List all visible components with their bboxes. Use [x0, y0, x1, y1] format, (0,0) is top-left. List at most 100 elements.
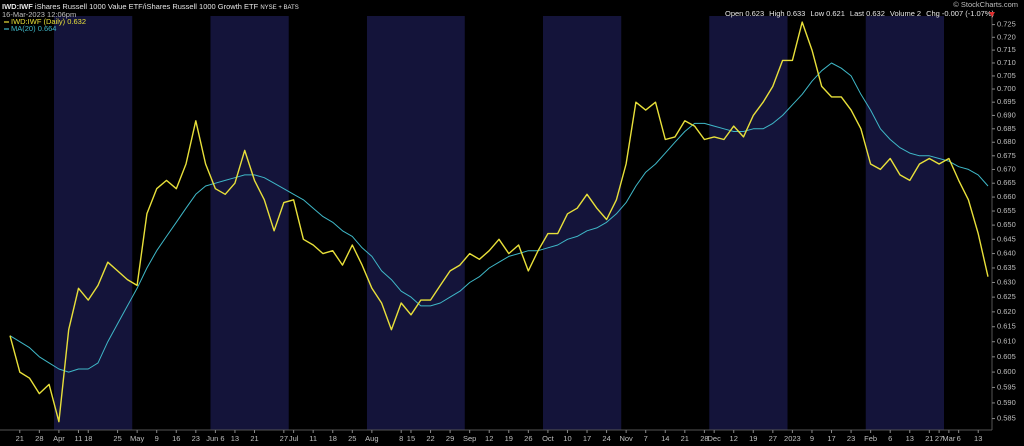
x-tick-label: 16 [172, 434, 180, 443]
quote-value: 2 [917, 9, 921, 18]
x-tick-label: 17 [583, 434, 591, 443]
y-tick-label: 0.705 [997, 71, 1016, 80]
x-tick-label: 7 [644, 434, 648, 443]
y-tick-label: 0.665 [997, 178, 1016, 187]
x-tick-label: 9 [155, 434, 159, 443]
x-tick-label: 13 [906, 434, 914, 443]
x-tick-label: 2023 [784, 434, 801, 443]
quote-value: 0.633 [787, 9, 806, 18]
quote-value: 0.621 [826, 9, 845, 18]
y-tick-label: 0.630 [997, 277, 1016, 286]
x-tick-label: 26 [524, 434, 532, 443]
x-tick-label: 8 [399, 434, 403, 443]
quote-label: Open [725, 9, 743, 18]
month-band [865, 16, 944, 430]
y-tick-label: 0.675 [997, 151, 1016, 160]
x-tick-label: 13 [974, 434, 982, 443]
x-tick-label: Nov [619, 434, 633, 443]
x-tick-label: 21 [681, 434, 689, 443]
x-tick-label: 28 [700, 434, 708, 443]
x-tick-label: 18 [329, 434, 337, 443]
y-tick-label: 0.720 [997, 32, 1016, 41]
chart-header: IWD:IWF iShares Russell 1000 Value ETF/i… [2, 2, 299, 11]
x-tick-label: May [130, 434, 144, 443]
legend-value: 0.664 [38, 24, 57, 33]
y-tick-label: 0.585 [997, 414, 1016, 423]
series-line [9, 21, 989, 423]
y-tick-label: 0.690 [997, 110, 1016, 119]
x-tick-label: 25 [113, 434, 121, 443]
quote-label: Low [810, 9, 824, 18]
chart-title: iShares Russell 1000 Value ETF/iShares R… [35, 2, 259, 11]
month-bands [54, 16, 944, 430]
legend-entry: IWD:IWF (Daily) 0.632 [11, 17, 86, 26]
quote-label: High [769, 9, 784, 18]
x-tick-label: 9 [810, 434, 814, 443]
x-tick-label: 24 [602, 434, 610, 443]
y-tick-label: 0.660 [997, 192, 1016, 201]
y-tick-label: 0.655 [997, 206, 1016, 215]
x-tick-label: 6 [888, 434, 892, 443]
y-tick-label: 0.725 [997, 20, 1016, 29]
x-tick-label: 25 [348, 434, 356, 443]
x-tick-label: Aug [365, 434, 378, 443]
series-line [9, 62, 989, 373]
copyright: © StockCharts.com [953, 0, 1018, 9]
legend-entry: MA(20) 0.664 [11, 24, 56, 33]
x-tick-label: 27 [935, 434, 943, 443]
x-tick-label: 27 [280, 434, 288, 443]
y-tick-label: 0.710 [997, 58, 1016, 67]
x-tick-label: Apr [53, 434, 65, 443]
x-tick-label: 11 [75, 434, 83, 443]
month-band [366, 16, 465, 430]
x-tick-label: 12 [485, 434, 493, 443]
y-tick-label: 0.595 [997, 382, 1016, 391]
x-tick-label: 19 [505, 434, 513, 443]
x-tick-label: 21 [16, 434, 24, 443]
x-tick-label: 23 [192, 434, 200, 443]
plot [9, 21, 989, 423]
quote-row: Open 0.623 High 0.633 Low 0.621 Last 0.632 Volum… [725, 9, 994, 18]
quote-label: Last [850, 9, 865, 18]
x-tick-label: 15 [407, 434, 415, 443]
month-band [54, 16, 133, 430]
x-tick-label: 28 [35, 434, 43, 443]
month-band [709, 16, 788, 430]
x-tick-label: 21 [250, 434, 258, 443]
down-arrow [989, 12, 995, 17]
x-tick-label: 10 [563, 434, 571, 443]
x-tick-label: Sep [463, 434, 476, 443]
y-tick-label: 0.700 [997, 84, 1016, 93]
month-band [210, 16, 289, 430]
y-tick-label: 0.645 [997, 234, 1016, 243]
legend-value: 0.632 [67, 17, 86, 26]
quote-value: -0.007 (-1.07%) [942, 9, 995, 18]
y-tick-label: 0.625 [997, 292, 1016, 301]
x-tick-label: 27 [769, 434, 777, 443]
y-tick-label: 0.615 [997, 322, 1016, 331]
y-tick-label: 0.670 [997, 164, 1016, 173]
y-tick-label: 0.715 [997, 45, 1016, 54]
exchange: NYSE + BATS [260, 5, 298, 11]
y-tick-label: 0.605 [997, 352, 1016, 361]
quote-value: 0.623 [745, 9, 764, 18]
x-tick-label: 17 [827, 434, 835, 443]
y-tick-label: 0.640 [997, 249, 1016, 258]
x-tick-label: 11 [309, 434, 317, 443]
x-tick-label: Dec [707, 434, 721, 443]
symbol: IWD:IWF [2, 2, 33, 11]
y-tick-label: 0.610 [997, 337, 1016, 346]
quote-label: Chg [926, 9, 940, 18]
x-tick-label: 29 [446, 434, 454, 443]
x-tick-label: 12 [730, 434, 738, 443]
x-tick-label: 19 [749, 434, 757, 443]
x-tick-label: 6 [957, 434, 961, 443]
y-tick-label: 0.695 [997, 97, 1016, 106]
x-tick-label: 21 [925, 434, 933, 443]
x-tick-label: Mar [942, 434, 955, 443]
x-tick-label: Jun 6 [206, 434, 224, 443]
x-tick-label: 22 [426, 434, 434, 443]
x-tick-label: Oct [542, 434, 555, 443]
